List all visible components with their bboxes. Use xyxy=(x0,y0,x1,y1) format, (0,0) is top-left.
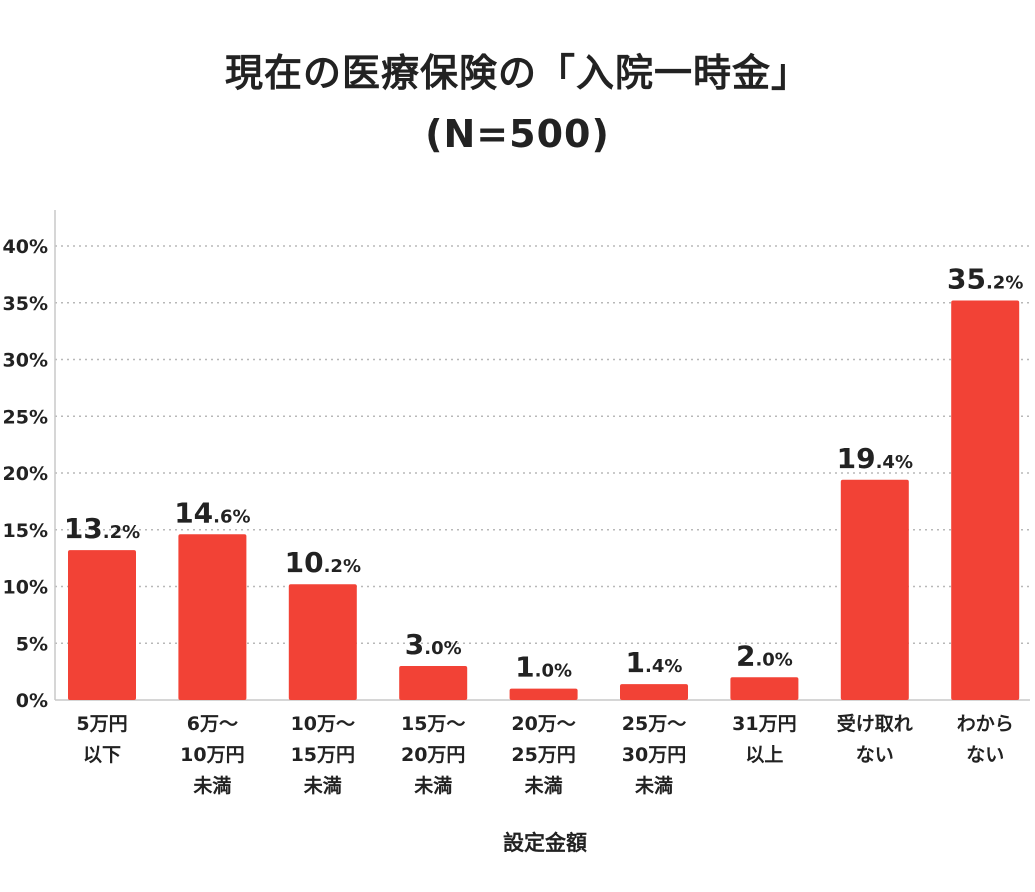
y-tick-label: 15% xyxy=(3,520,48,542)
bars xyxy=(68,300,1020,700)
bar xyxy=(399,665,468,700)
y-tick-label: 0% xyxy=(16,690,48,712)
y-tick-label: 35% xyxy=(3,293,48,315)
value-label: 35.2% xyxy=(947,262,1023,295)
y-tick-label: 40% xyxy=(3,236,48,258)
x-tick-label: 10万～ 15万円未満 xyxy=(291,713,355,797)
x-tick-label: 31万円以上 xyxy=(732,713,796,766)
value-label: 10.2% xyxy=(285,546,361,579)
x-tick-label: 受け取れない xyxy=(837,712,913,766)
x-tick-label: 25万～ 30万円未満 xyxy=(622,713,686,797)
y-tick-label: 20% xyxy=(3,463,48,485)
x-tick-label: 20万～ 25万円未満 xyxy=(511,713,575,797)
bar xyxy=(730,677,799,700)
bar xyxy=(509,688,578,700)
y-tick-label: 10% xyxy=(3,577,48,599)
x-axis-title: 設定金額 xyxy=(503,831,587,855)
bar xyxy=(620,684,688,700)
bar xyxy=(840,479,909,700)
x-tick-label: 5万円以下 xyxy=(76,713,127,766)
bar xyxy=(951,300,1020,700)
y-tick-label: 5% xyxy=(16,633,48,655)
value-label: 3.0% xyxy=(405,628,462,661)
value-labels: 13.2% 14.6% 10.2% 3.0% 1.0% 1.4% 2.0% 19.4% 35.2… xyxy=(64,262,1024,683)
bar xyxy=(288,584,357,700)
chart-subtitle: (N=500) xyxy=(425,112,610,156)
y-tick-labels: 0% 5% 10% 15% 20% 25% 30% 35% 40% xyxy=(3,236,48,712)
value-label: 2.0% xyxy=(736,639,793,672)
x-tick-label: 6万～ 10万円未満 xyxy=(180,713,244,797)
bar xyxy=(68,550,136,700)
value-label: 14.6% xyxy=(174,496,250,529)
chart-title: 現在の医療保険の「入院一時金」 xyxy=(224,51,810,95)
value-label: 13.2% xyxy=(64,512,140,545)
value-label: 1.4% xyxy=(626,646,683,679)
x-tick-label: わからない xyxy=(957,713,1014,766)
value-label: 1.0% xyxy=(515,651,572,684)
y-tick-label: 25% xyxy=(3,406,48,428)
value-label: 19.4% xyxy=(837,442,913,475)
x-tick-labels: 5万円以下 6万～ 10万円未満 10万～ 15万円未満 15万～ 20万円未満 20万～ 25… xyxy=(76,712,1013,797)
x-tick-label: 15万～ 20万円未満 xyxy=(401,713,465,797)
bar xyxy=(178,534,247,700)
y-tick-label: 30% xyxy=(3,350,48,372)
